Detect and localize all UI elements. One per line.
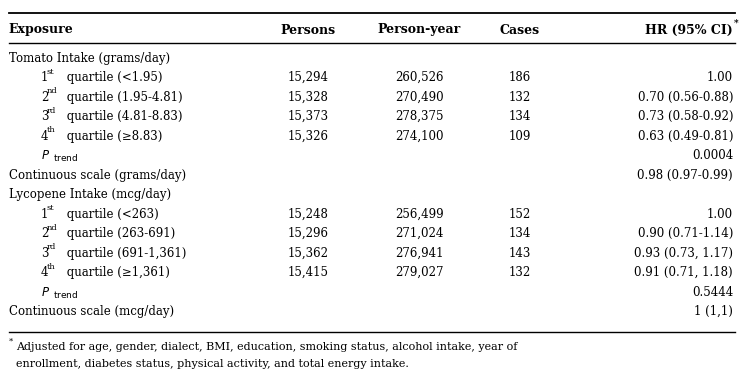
Text: Continuous scale (mcg/day): Continuous scale (mcg/day): [9, 305, 174, 318]
Text: HR (95% CI): HR (95% CI): [645, 24, 732, 36]
Text: 1: 1: [41, 208, 48, 220]
Text: 15,415: 15,415: [287, 266, 329, 279]
Text: 3: 3: [41, 247, 48, 259]
Text: 2: 2: [41, 227, 48, 240]
Text: 132: 132: [508, 91, 531, 104]
Text: 271,024: 271,024: [395, 227, 444, 240]
Text: 15,373: 15,373: [287, 110, 329, 123]
Text: quartile (<1.95): quartile (<1.95): [63, 71, 162, 84]
Text: 279,027: 279,027: [395, 266, 444, 279]
Text: 1 (1,1): 1 (1,1): [695, 305, 733, 318]
Text: 134: 134: [508, 227, 531, 240]
Text: $\it{P}$: $\it{P}$: [41, 149, 50, 162]
Text: Continuous scale (grams/day): Continuous scale (grams/day): [9, 169, 186, 182]
Text: 1.00: 1.00: [707, 71, 733, 84]
Text: 109: 109: [508, 130, 531, 142]
Text: 15,362: 15,362: [287, 247, 329, 259]
Text: 0.5444: 0.5444: [692, 286, 733, 298]
Text: $\mathrm{trend}$: $\mathrm{trend}$: [53, 152, 79, 163]
Text: 132: 132: [508, 266, 531, 279]
Text: $\mathrm{trend}$: $\mathrm{trend}$: [53, 288, 79, 300]
Text: 15,248: 15,248: [287, 208, 329, 220]
Text: 0.73 (0.58-0.92): 0.73 (0.58-0.92): [637, 110, 733, 123]
Text: 4: 4: [41, 266, 48, 279]
Text: nd: nd: [47, 224, 57, 232]
Text: 0.98 (0.97-0.99): 0.98 (0.97-0.99): [637, 169, 733, 182]
Text: 256,499: 256,499: [395, 208, 444, 220]
Text: 143: 143: [508, 247, 531, 259]
Text: 1.00: 1.00: [707, 208, 733, 220]
Text: quartile (≥1,361): quartile (≥1,361): [63, 266, 170, 279]
Text: 270,490: 270,490: [395, 91, 444, 104]
Text: 0.93 (0.73, 1.17): 0.93 (0.73, 1.17): [634, 247, 733, 259]
Text: 186: 186: [508, 71, 531, 84]
Text: 260,526: 260,526: [395, 71, 444, 84]
Text: 15,294: 15,294: [287, 71, 329, 84]
Text: quartile (1.95-4.81): quartile (1.95-4.81): [63, 91, 183, 104]
Text: 3: 3: [41, 110, 48, 123]
Text: enrollment, diabetes status, physical activity, and total energy intake.: enrollment, diabetes status, physical ac…: [16, 359, 409, 369]
Text: th: th: [47, 126, 56, 134]
Text: 0.63 (0.49-0.81): 0.63 (0.49-0.81): [637, 130, 733, 142]
Text: rd: rd: [47, 243, 56, 251]
Text: quartile (263-691): quartile (263-691): [63, 227, 175, 240]
Text: 276,941: 276,941: [395, 247, 444, 259]
Text: Exposure: Exposure: [9, 24, 73, 36]
Text: Cases: Cases: [499, 24, 539, 36]
Text: quartile (691-1,361): quartile (691-1,361): [63, 247, 186, 259]
Text: 1: 1: [41, 71, 48, 84]
Text: 152: 152: [508, 208, 531, 220]
Text: 15,296: 15,296: [287, 227, 329, 240]
Text: st: st: [47, 204, 54, 212]
Text: 0.70 (0.56-0.88): 0.70 (0.56-0.88): [637, 91, 733, 104]
Text: quartile (≥8.83): quartile (≥8.83): [63, 130, 162, 142]
Text: st: st: [47, 68, 54, 76]
Text: 15,326: 15,326: [287, 130, 329, 142]
Text: Person-year: Person-year: [378, 24, 461, 36]
Text: quartile (<263): quartile (<263): [63, 208, 159, 220]
Text: Persons: Persons: [280, 24, 335, 36]
Text: Tomato Intake (grams/day): Tomato Intake (grams/day): [9, 52, 170, 64]
Text: 2: 2: [41, 91, 48, 104]
Text: Adjusted for age, gender, dialect, BMI, education, smoking status, alcohol intak: Adjusted for age, gender, dialect, BMI, …: [16, 342, 518, 351]
Text: 274,100: 274,100: [395, 130, 444, 142]
Text: rd: rd: [47, 106, 56, 115]
Text: nd: nd: [47, 87, 57, 95]
Text: 0.0004: 0.0004: [692, 149, 733, 162]
Text: *: *: [9, 338, 13, 346]
Text: 134: 134: [508, 110, 531, 123]
Text: 0.91 (0.71, 1.18): 0.91 (0.71, 1.18): [634, 266, 733, 279]
Text: $\it{P}$: $\it{P}$: [41, 286, 50, 298]
Text: quartile (4.81-8.83): quartile (4.81-8.83): [63, 110, 183, 123]
Text: *: *: [734, 19, 738, 28]
Text: Lycopene Intake (mcg/day): Lycopene Intake (mcg/day): [9, 188, 171, 201]
Text: 278,375: 278,375: [395, 110, 444, 123]
Text: 0.90 (0.71-1.14): 0.90 (0.71-1.14): [637, 227, 733, 240]
Text: 15,328: 15,328: [287, 91, 329, 104]
Text: 4: 4: [41, 130, 48, 142]
Text: th: th: [47, 262, 56, 271]
